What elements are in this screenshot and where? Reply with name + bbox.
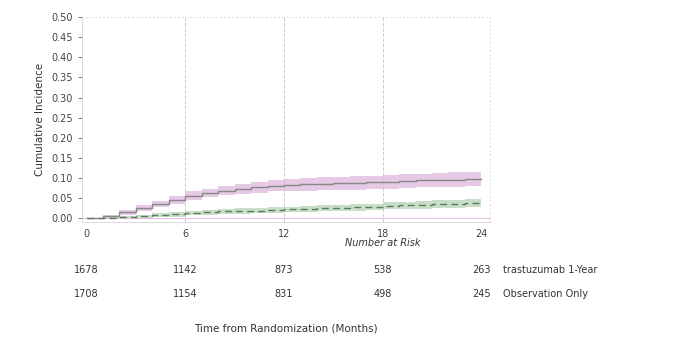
Text: 6: 6 (182, 229, 188, 239)
Text: 12: 12 (277, 229, 290, 239)
Text: 831: 831 (275, 289, 293, 299)
Text: 24: 24 (475, 229, 488, 239)
Text: 245: 245 (472, 289, 491, 299)
Text: 538: 538 (373, 265, 392, 275)
Text: Observation Only: Observation Only (503, 289, 588, 299)
Y-axis label: Cumulative Incidence: Cumulative Incidence (35, 63, 46, 176)
Text: 873: 873 (275, 265, 293, 275)
Text: Number at Risk: Number at Risk (345, 238, 420, 248)
Text: 1708: 1708 (74, 289, 99, 299)
Text: 263: 263 (472, 265, 491, 275)
Text: 1154: 1154 (173, 289, 198, 299)
Text: 498: 498 (373, 289, 392, 299)
Text: 1678: 1678 (74, 265, 99, 275)
Text: 18: 18 (377, 229, 389, 239)
Text: 0: 0 (84, 229, 90, 239)
Text: 1142: 1142 (173, 265, 198, 275)
Text: Time from Randomization (Months): Time from Randomization (Months) (194, 323, 377, 333)
Text: trastuzumab 1-Year: trastuzumab 1-Year (503, 265, 598, 275)
